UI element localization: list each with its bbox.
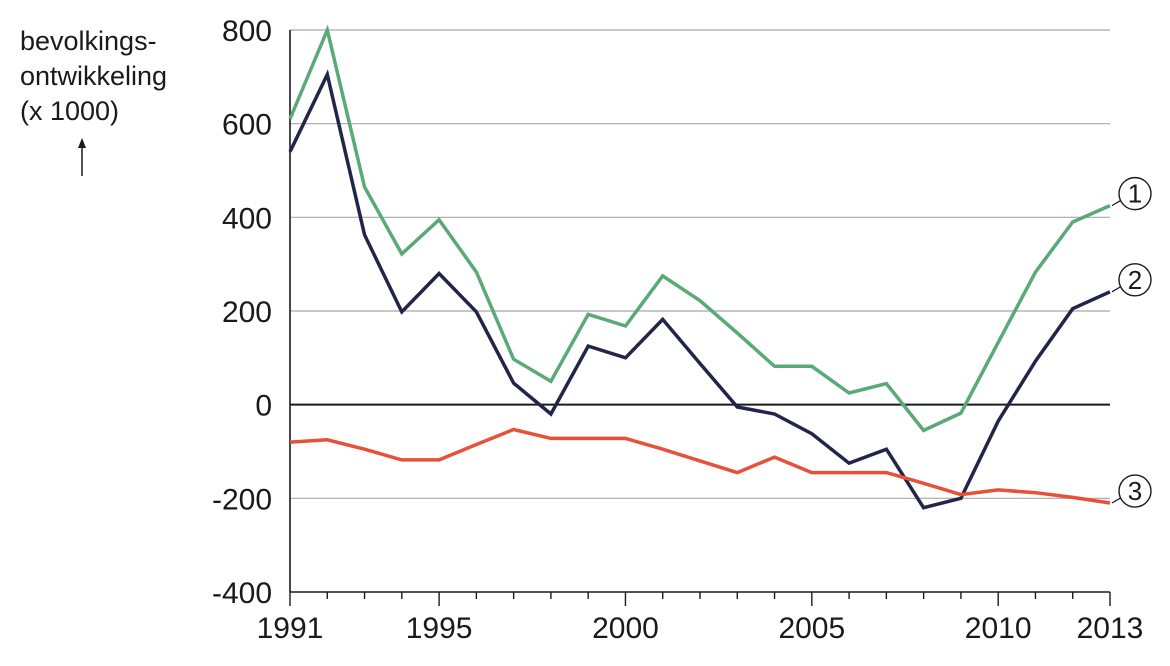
y-tick-label: 400	[222, 202, 272, 235]
series-marker-circle	[1118, 474, 1152, 508]
y-tick-label: 800	[222, 15, 272, 48]
series-marker-label: 3	[1128, 476, 1142, 506]
series-marker-leader	[1111, 200, 1121, 207]
y-tick-label: -400	[212, 577, 272, 610]
series-marker-leader	[1111, 497, 1121, 504]
y-tick-label: -200	[212, 483, 272, 516]
x-tick-label: 2000	[592, 612, 659, 645]
gridlines	[290, 29, 1110, 499]
x-tick-label: 2013	[1077, 612, 1144, 645]
y-tick-label: 600	[222, 109, 272, 142]
series-markers: 1 2 3	[1111, 176, 1152, 508]
y-tick-label: 0	[255, 390, 272, 423]
series-marker-circle	[1118, 176, 1152, 211]
series-marker-leader	[1111, 286, 1121, 293]
series-line-2	[288, 69, 1111, 510]
y-axis-label: bevolkings- ontwikkeling (x 1000)	[20, 26, 167, 176]
series-line-1	[288, 24, 1111, 433]
series-lines	[288, 24, 1111, 510]
y-axis-label-line: bevolkings-	[20, 26, 157, 56]
axes	[289, 30, 1111, 606]
x-tick-label: 2010	[965, 612, 1032, 645]
up-arrow-head-icon	[78, 138, 86, 148]
x-tick-label: 2005	[778, 612, 845, 645]
x-tick-label: 1991	[257, 612, 324, 645]
series-marker-label: 1	[1128, 179, 1142, 209]
y-axis-label-line: ontwikkeling	[20, 61, 167, 91]
y-tick-label: 200	[222, 296, 272, 329]
series-marker-label: 2	[1128, 265, 1142, 295]
x-tick-labels: 1991 1995 2000 2005 2010 2013	[257, 612, 1144, 645]
series-marker-circle	[1118, 263, 1152, 297]
y-tick-labels: 800 600 400 200 0 -200 -400	[212, 15, 272, 610]
x-tick-label: 1995	[406, 612, 473, 645]
series-line-3	[289, 427, 1111, 505]
y-axis-label-line: (x 1000)	[20, 96, 119, 126]
